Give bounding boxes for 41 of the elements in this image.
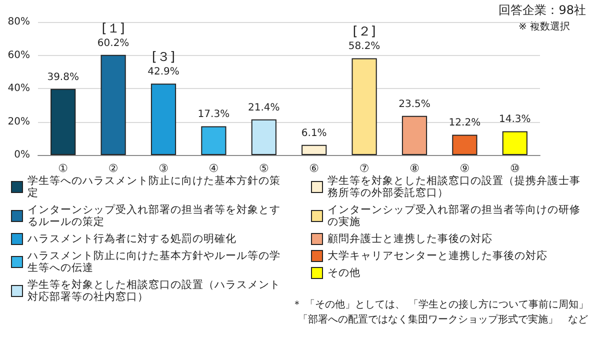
legend-label: 大学キャリアセンターと連携した事後の対応 bbox=[328, 249, 548, 262]
data-label: 23.5% bbox=[398, 98, 430, 110]
data-label: 21.4% bbox=[248, 102, 280, 114]
data-label: 12.2% bbox=[448, 118, 481, 129]
text: 「部署への配置ではなく集団ワークショップ形式で実施」 など bbox=[298, 314, 588, 326]
x-tick-label: ⑦ bbox=[359, 162, 370, 175]
data-label: 42.9% bbox=[148, 66, 180, 78]
x-tick-label: ⑩ bbox=[510, 162, 520, 175]
y-tick-label: 0% bbox=[14, 150, 30, 160]
annotation: [３] bbox=[152, 50, 176, 66]
legend-label: 顧問弁護士と連携した事後の対応 bbox=[328, 232, 492, 245]
x-tick-label: ③ bbox=[158, 162, 169, 175]
x-tick-label: ⑤ bbox=[258, 162, 269, 175]
x-tick-label: ① bbox=[58, 162, 68, 175]
legend-label: インターンシップ受入れ部署の担当者等向けの研修の実施 bbox=[328, 203, 580, 228]
x-tick-label: ② bbox=[108, 162, 118, 175]
annotation: [２] bbox=[352, 24, 376, 40]
data-label: 6.1% bbox=[301, 128, 327, 139]
legend-label: 学生等を対象とした相談窓口の設置（提携弁護士事務所等の外部委託窓口） bbox=[328, 174, 580, 199]
x-tick-label: ④ bbox=[208, 162, 219, 175]
annotation: [１] bbox=[102, 21, 125, 36]
y-tick-label: 80% bbox=[8, 16, 30, 28]
legend-label: ハラスメント防止に向けた基本方針やルール等の学生等への伝達 bbox=[26, 249, 280, 274]
y-tick-label: 60% bbox=[8, 50, 30, 61]
data-label: 39.8% bbox=[47, 72, 79, 83]
data-label: 58.2% bbox=[348, 41, 380, 52]
data-label: 14.3% bbox=[499, 114, 531, 126]
text: 回答企業：98社 bbox=[498, 3, 586, 17]
text: ＊ 「その他」としては、 「学生との接し方について事前に周知」 bbox=[292, 298, 588, 310]
x-tick-label: ⑧ bbox=[410, 162, 420, 175]
legend-label: 学生等を対象とした相談窓口の設置（ハラスメント対応部署等の社内窓口） bbox=[28, 278, 280, 303]
legend-label: インターンシップ受入れ部署の担当者等を対象とするルールの策定 bbox=[28, 203, 280, 228]
legend-label: ハラスメント行為者に対する処罰の明確化 bbox=[26, 232, 236, 245]
data-label: 60.2% bbox=[97, 38, 130, 49]
x-tick-label: ⑥ bbox=[309, 162, 320, 175]
data-label: 17.3% bbox=[198, 109, 230, 120]
legend-label: 学生等へのハラスメント防止に向けた基本方針の策定 bbox=[28, 174, 280, 199]
y-tick-label: 40% bbox=[8, 83, 30, 94]
y-tick-label: 20% bbox=[8, 116, 30, 128]
x-tick-label: ⑨ bbox=[460, 162, 470, 175]
legend-label: その他 bbox=[328, 267, 360, 279]
